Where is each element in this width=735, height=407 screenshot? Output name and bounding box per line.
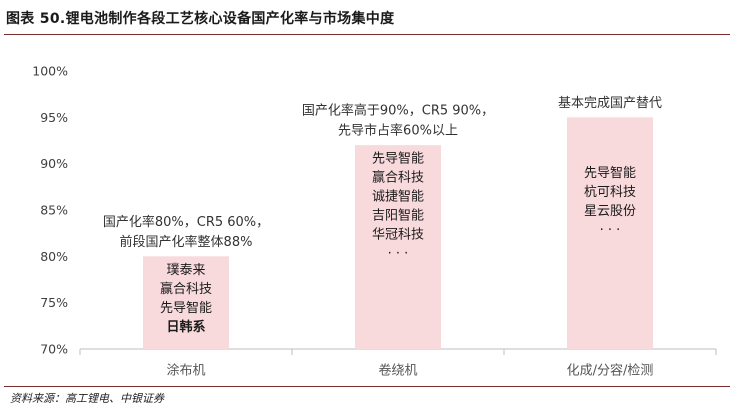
- bar-annotation: 国产化率80%，CR5 60%，: [103, 214, 269, 230]
- y-tick-label: 75%: [40, 295, 68, 310]
- x-tick-label: 卷绕机: [378, 363, 417, 379]
- bar-company-label: 先导智能: [160, 301, 212, 316]
- bar-company-label: 赢合科技: [160, 281, 212, 297]
- bar: [355, 145, 441, 349]
- bar-annotation: 基本完成国产替代: [558, 96, 662, 111]
- y-tick-label: 90%: [40, 156, 68, 171]
- bar-company-label: 先导智能: [584, 166, 636, 181]
- bar-annotation: 国产化率高于90%，CR5 90%，: [302, 103, 494, 119]
- bar: [567, 117, 653, 349]
- bar-company-label: · · ·: [388, 247, 409, 262]
- bar-company-label: · · ·: [600, 223, 621, 238]
- bar-company-label: 华冠科技: [372, 228, 424, 243]
- bar-company-label: 吉阳智能: [372, 209, 424, 224]
- title-rule: [4, 34, 730, 35]
- bar-annotation: 前段国产化率整体88%: [120, 234, 253, 250]
- x-tick-label: 涂布机: [166, 363, 205, 379]
- x-tick-label: 化成/分容/检测: [567, 363, 654, 379]
- y-tick-label: 80%: [40, 249, 68, 264]
- chart-title: 图表 50.锂电池制作各段工艺核心设备国产化率与市场集中度: [6, 11, 395, 27]
- bar-company-label: 杭可科技: [584, 185, 636, 200]
- bar-company-label: 诚捷智能: [372, 190, 424, 205]
- bar-company-label: 日韩系: [166, 319, 205, 335]
- y-tick-label: 100%: [32, 64, 68, 79]
- bar-company-label: 先导智能: [372, 152, 424, 167]
- bar-company-label: 赢合科技: [372, 170, 424, 186]
- bar: [143, 256, 229, 349]
- source-note: 资料来源：高工锂电、中银证券: [10, 392, 164, 405]
- bar-annotation: 先导市占率60%以上: [338, 123, 458, 139]
- bar-company-label: 星云股份: [584, 204, 636, 219]
- y-tick-label: 85%: [40, 203, 68, 218]
- footer-rule: [4, 386, 730, 387]
- y-tick-label: 70%: [40, 342, 68, 357]
- y-tick-label: 95%: [40, 110, 68, 125]
- bar-company-label: 璞泰来: [166, 263, 205, 278]
- bar-series: [143, 117, 653, 349]
